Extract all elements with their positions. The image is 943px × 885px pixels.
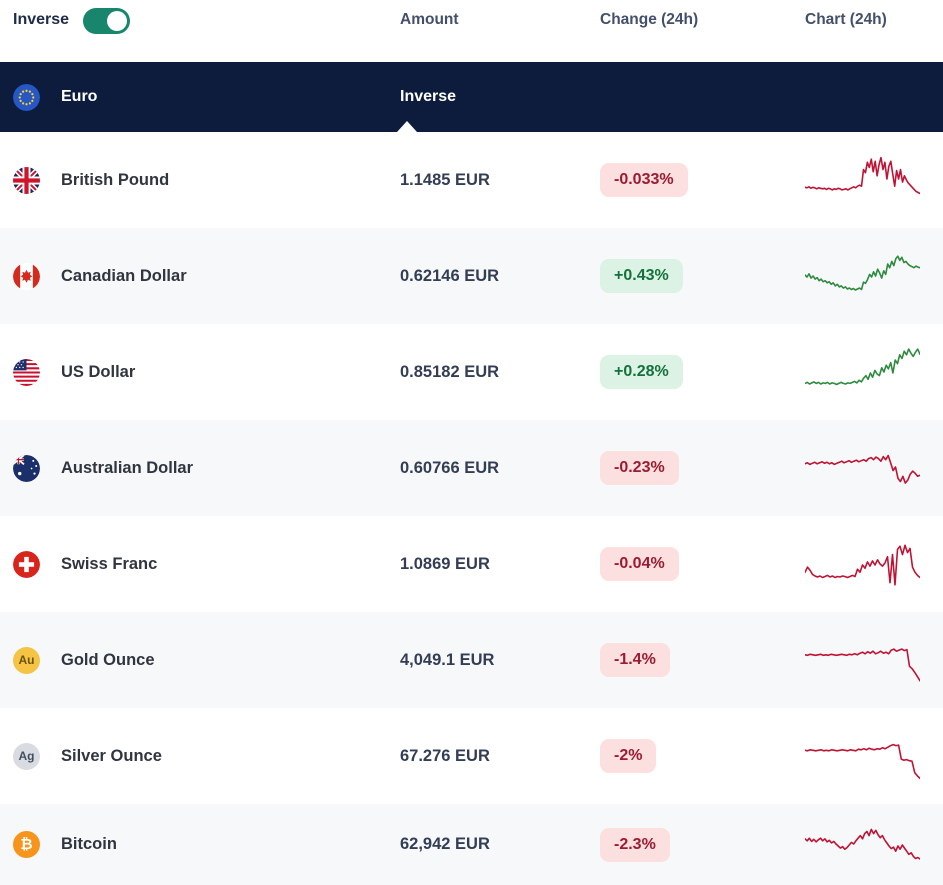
- change-badge: -2.3%: [600, 827, 670, 862]
- sparkline-chart: [805, 154, 920, 206]
- inverse-toggle-label: Inverse: [13, 11, 70, 28]
- table-row[interactable]: British Pound 1.1485 EUR -0.033%: [0, 132, 943, 228]
- currency-name: US Dollar: [61, 362, 136, 381]
- amount-value: 1.0869 EUR: [400, 554, 490, 573]
- change-badge: +0.28%: [600, 355, 683, 389]
- sparkline-chart: [805, 819, 920, 871]
- column-header-change: Change (24h): [600, 11, 699, 28]
- currency-name: Silver Ounce: [61, 746, 162, 765]
- currency-rows: British Pound 1.1485 EUR -0.033% Canadian …: [0, 132, 943, 885]
- amount-value: 0.60766 EUR: [400, 458, 500, 477]
- sparkline-chart: [805, 730, 920, 782]
- amount-value: 62,942 EUR: [400, 835, 490, 853]
- currency-name: British Pound: [61, 170, 170, 189]
- currency-name: Gold Ounce: [61, 650, 155, 669]
- currency-name: Swiss Franc: [61, 554, 158, 573]
- table-header: Inverse Amount Change (24h) Chart (24h): [0, 0, 943, 62]
- us-flag-icon: [13, 358, 40, 386]
- sparkline-chart: [805, 442, 920, 494]
- sparkline-chart: [805, 538, 920, 590]
- change-badge: -1.4%: [600, 643, 670, 677]
- table-row[interactable]: Australian Dollar 0.60766 EUR -0.23%: [0, 420, 943, 516]
- column-header-amount: Amount: [400, 11, 459, 28]
- toggle-knob-icon: [107, 11, 128, 31]
- base-currency-name: Euro: [61, 88, 98, 105]
- table-row[interactable]: Au Gold Ounce 4,049.1 EUR -1.4%: [0, 612, 943, 708]
- currency-name: Canadian Dollar: [61, 266, 187, 285]
- gold-icon: Au: [13, 646, 40, 674]
- btc-icon: ₿: [13, 831, 40, 858]
- currency-name: Bitcoin: [61, 835, 117, 853]
- base-currency-row[interactable]: Euro Inverse: [0, 62, 943, 132]
- base-inverse-label: Inverse: [400, 88, 457, 105]
- amount-value: 1.1485 EUR: [400, 170, 490, 189]
- amount-value: 0.85182 EUR: [400, 362, 500, 381]
- amount-value: 67.276 EUR: [400, 746, 490, 765]
- sparkline-chart: [805, 250, 920, 302]
- ca-flag-icon: [13, 262, 40, 290]
- sparkline-chart: [805, 346, 920, 398]
- amount-value: 4,049.1 EUR: [400, 650, 495, 669]
- change-badge: +0.43%: [600, 259, 683, 293]
- change-badge: -0.033%: [600, 163, 688, 197]
- silver-icon: Ag: [13, 742, 40, 770]
- change-badge: -0.04%: [600, 547, 679, 581]
- amount-value: 0.62146 EUR: [400, 266, 500, 285]
- currency-name: Australian Dollar: [61, 458, 194, 477]
- euro-flag-icon: [13, 83, 40, 111]
- table-row[interactable]: ₿ Bitcoin 62,942 EUR -2.3%: [0, 804, 943, 885]
- inverse-toggle[interactable]: [83, 8, 131, 34]
- gb-flag-icon: [13, 166, 40, 194]
- sparkline-chart: [805, 634, 920, 686]
- table-row[interactable]: Swiss Franc 1.0869 EUR -0.04%: [0, 516, 943, 612]
- table-row[interactable]: US Dollar 0.85182 EUR +0.28%: [0, 324, 943, 420]
- table-row[interactable]: Canadian Dollar 0.62146 EUR +0.43%: [0, 228, 943, 324]
- change-badge: -2%: [600, 739, 657, 773]
- column-header-chart: Chart (24h): [805, 11, 887, 28]
- table-row[interactable]: Ag Silver Ounce 67.276 EUR -2%: [0, 708, 943, 804]
- au-flag-icon: [13, 454, 40, 482]
- ch-flag-icon: [13, 550, 40, 578]
- caret-up-icon: [397, 121, 417, 132]
- change-badge: -0.23%: [600, 451, 679, 485]
